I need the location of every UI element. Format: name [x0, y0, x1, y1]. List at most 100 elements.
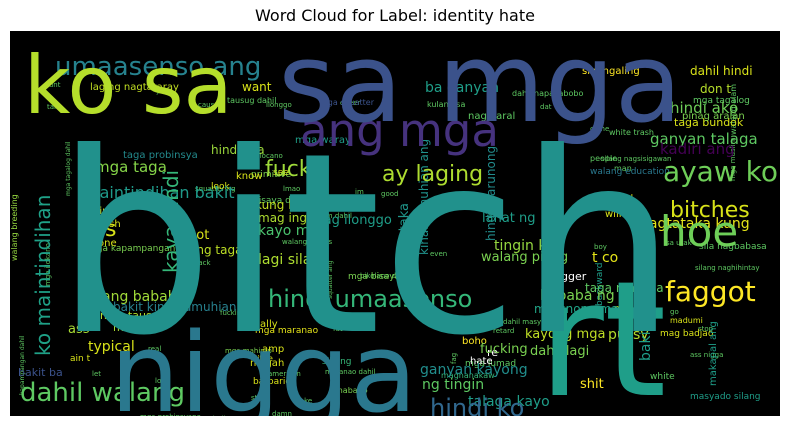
word-mga-taga: mga taga [95, 158, 167, 176]
word-squatter-ng: squatter ng [195, 185, 236, 193]
word-hindi-marunong: hindi marunong [484, 146, 498, 241]
word-mag-ilonggo: mag ilonggo [311, 213, 392, 228]
word-dat: dat [540, 103, 552, 111]
word-retard: retard [493, 327, 514, 335]
word-muslim-dahil: muslim dahil [307, 212, 352, 220]
word-lagi-silang: lagi silang [258, 252, 329, 268]
word-trash: trash [95, 219, 121, 230]
word-tamad: tamad [604, 194, 633, 204]
word-white: white [650, 372, 675, 382]
word-mga-lumad: mga lumad [465, 359, 516, 369]
word-silang-naghihintay: silang naghihintay [695, 264, 759, 272]
word-sa-utak: sa utak [666, 239, 693, 247]
word-even: even [430, 250, 447, 258]
word-niggah: niggah [250, 358, 284, 369]
word-pinag-aralan: pinag aralan [682, 111, 745, 122]
word-maingay: maingay [113, 321, 161, 334]
word-ng-tingin: ng tingin [422, 377, 484, 393]
word-ako-nagtataka: ako nagtataka [397, 203, 412, 296]
word-sila-ng: sila ng [322, 357, 351, 367]
word-primitive: primitive [251, 170, 292, 180]
word-ayaw-ko: ayaw ko [663, 155, 778, 188]
word-pussy: pussy [608, 327, 649, 343]
word-makapal-ang: makapal ang [708, 321, 719, 386]
word-boy: boy [594, 243, 607, 251]
word-mga-squatter: mga squatter [320, 98, 375, 107]
word-ang-bababa: ang bababa [102, 289, 185, 305]
word-stop: stop [698, 325, 714, 333]
word-bitch: bitch [55, 99, 677, 390]
word-ain-t: ain t [70, 354, 91, 364]
word-dahil-walang: dahil walang [20, 378, 185, 408]
word-mga-tagalog: mga tagalog [693, 96, 750, 106]
word-ass: ass [68, 322, 90, 337]
word-real: real [148, 345, 161, 353]
word-come: come [590, 125, 609, 133]
word-backward: backward [595, 262, 605, 306]
word-man: man [614, 164, 632, 173]
word-rt: rt [538, 246, 667, 416]
word-re: re [487, 346, 498, 359]
word-talaga-kayo: talaga kayo [468, 394, 550, 410]
word-ganyan-talaga: ganyan talaga [650, 130, 758, 148]
word-squatter-ang: squatter ang [327, 260, 334, 299]
word-mga-ilocano: mga ilocano [240, 152, 283, 160]
word-laging-nagtataray: laging nagtataray [90, 82, 179, 93]
word-tausug-dahil: tausug dahil [227, 96, 276, 105]
word-know: know [236, 171, 262, 182]
word-nag-aaral: nag aaral [468, 111, 515, 122]
word-marunong-mag: marunong mag [534, 302, 626, 316]
word-white-trash: white trash [609, 128, 654, 137]
word-one: one [98, 238, 117, 249]
chart-title: Word Cloud for Label: identity hate [255, 6, 535, 25]
word-nigger: nigger [551, 270, 587, 283]
word-damn: damn [272, 410, 292, 416]
word-barbaric: barbaric [253, 377, 290, 387]
word-kayong-mga: kayong mga [525, 327, 605, 342]
word-mga-tagalog-dahil: mga tagalog dahil [65, 141, 72, 196]
word-hindi-sila: hindi sila [211, 143, 265, 157]
word-kapampangan-dahil: kapampangan dahil [19, 335, 26, 395]
word-faggot: faggot [665, 275, 756, 308]
word-madumi: madumi [670, 316, 703, 325]
word-walang-breeding: walang breeding [10, 194, 19, 261]
word-bakit-ang: bakit ang [638, 295, 654, 361]
word-little: little [255, 354, 273, 363]
word-people: people [590, 154, 617, 163]
word-bisaya-dahil: bisaya dahil [253, 196, 307, 206]
word-nigga: nigga [110, 309, 417, 416]
word-look: look [211, 182, 231, 192]
word-mga-muslim: mga muslim [729, 137, 737, 181]
word-lahat-ng: lahat ng [482, 211, 536, 226]
word-want: want [242, 80, 272, 94]
word-ganyan-kayong: ganyan kayong [420, 362, 528, 378]
word-bakit-ba: bakit ba [18, 366, 63, 379]
word-dahil-hindi: dahil hindi [690, 64, 753, 78]
word-shit: shit [580, 377, 604, 392]
word-walang-education: walang education [590, 167, 670, 177]
word-bikolano-dahil: bikolano dahil [360, 272, 409, 280]
word-bababa-ng: bababa ng [540, 288, 615, 304]
word-black: black [192, 259, 212, 267]
word-mga-bisaya: mga bisaya [348, 272, 400, 282]
word-walang-values: walang values [282, 238, 332, 246]
word-girl: girl [93, 206, 109, 217]
word-kaya-hindi: kaya hindi [159, 170, 183, 273]
word-fat: fat [333, 325, 343, 333]
word-ilonggo: ilonggo [266, 101, 292, 109]
word-dahil-masyado: dahil masyado [503, 318, 554, 326]
word-mabaho: mabaho [335, 386, 368, 395]
word-hindi-umaasenso: hindi umaasenso [268, 285, 472, 313]
word-make: make [293, 397, 312, 405]
word-hindi-ko: hindi ko [430, 394, 524, 416]
word-go: go [670, 308, 679, 316]
word-ay-laging: ay laging [382, 162, 483, 187]
word-see: see [273, 168, 289, 178]
word-taga-bundok: taga bundok [674, 116, 744, 129]
word-umaasenso-ang: umaasenso ang [55, 52, 261, 82]
word-dahil-lagi: dahil lagi [530, 344, 589, 359]
word-yo: yo [156, 87, 164, 95]
word-ba-ganyan: ba ganyan [425, 80, 499, 96]
word-tingin-ko: tingin ko [494, 238, 555, 254]
